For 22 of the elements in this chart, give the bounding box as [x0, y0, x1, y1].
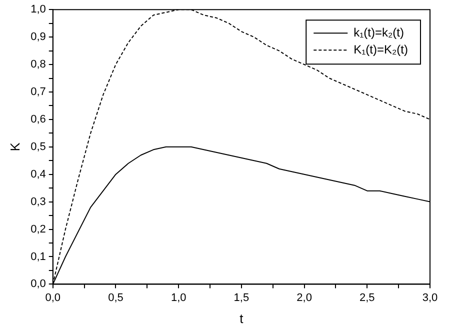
y-tick-label: 0,6 — [30, 113, 46, 126]
x-tick-label: 1,0 — [170, 292, 186, 304]
y-tick-label: 0,8 — [30, 58, 46, 71]
y-tick-label: 0,0 — [30, 278, 46, 290]
y-tick-label: 0,9 — [30, 31, 46, 44]
y-tick-label: 1,0 — [30, 4, 46, 16]
x-axis-title: t — [240, 310, 244, 326]
x-tick-label: 0,5 — [108, 292, 124, 304]
legend-label: k₁(t)=k₂(t) — [354, 25, 404, 40]
y-tick-label: 0,5 — [30, 140, 46, 153]
x-tick-label: 2,5 — [360, 292, 375, 304]
x-tick-label: 1,5 — [234, 292, 250, 304]
y-tick-label: 0,3 — [30, 196, 46, 208]
x-tick-label: 3,0 — [422, 292, 438, 304]
x-tick-label: 2,0 — [296, 292, 312, 304]
legend-label: K₁(t)=K₂(t) — [354, 42, 408, 56]
y-tick-label: 0,2 — [30, 223, 46, 236]
y-tick-label: 0,7 — [30, 86, 46, 98]
y-tick-label: 0,4 — [30, 168, 46, 180]
y-axis-title: K — [7, 142, 22, 152]
x-tick-label: 0,0 — [45, 292, 61, 304]
y-tick-label: 0,1 — [30, 250, 46, 263]
